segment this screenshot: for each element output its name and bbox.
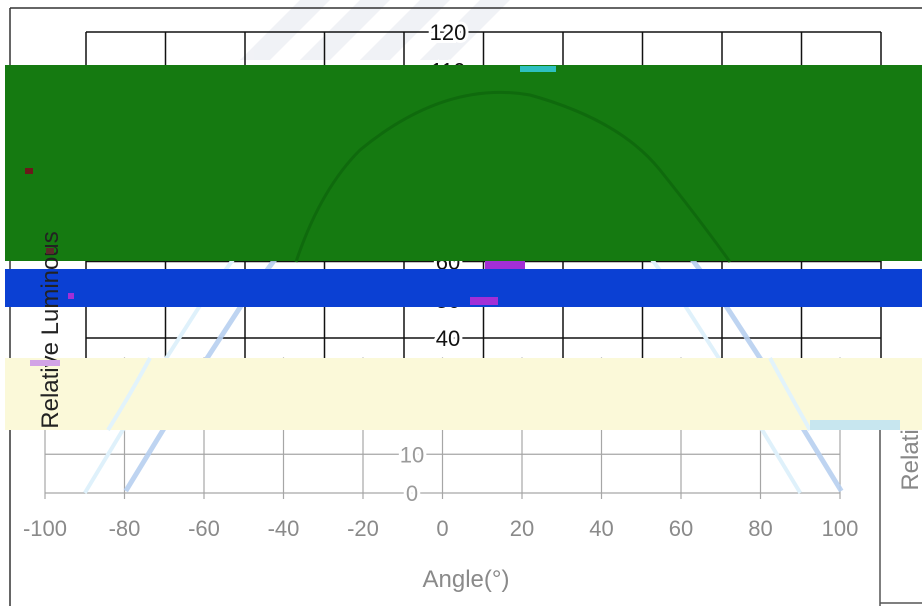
artifacts — [25, 66, 900, 430]
x-tick-label: 20 — [510, 516, 534, 541]
lower-y-tick-label: 10 — [400, 442, 424, 467]
x-tick-labels: -100 -80 -60 -40 -20 0 20 40 60 80 100 — [23, 516, 858, 541]
x-tick-label: -80 — [109, 516, 141, 541]
x-tick-label: 60 — [669, 516, 693, 541]
overlay-blue-band — [5, 269, 922, 307]
background-stripes — [240, 0, 510, 60]
x-axis-label: Angle(°) — [423, 566, 510, 593]
upper-y-tick-label: 40 — [436, 326, 460, 351]
x-tick-label: 0 — [436, 516, 448, 541]
upper-y-tick-label: 120 — [430, 20, 467, 45]
y-axis-label-right-clipped: Relati — [897, 429, 922, 490]
overlay-green-block — [5, 65, 922, 261]
curve-glimpse-on-pale — [106, 357, 152, 432]
x-tick-label: 40 — [589, 516, 613, 541]
x-tick-label: -100 — [23, 516, 67, 541]
overlay-green-top-left — [5, 75, 425, 85]
x-tick-label: -60 — [188, 516, 220, 541]
x-tick-label: 80 — [748, 516, 772, 541]
x-tick-label: -20 — [347, 516, 379, 541]
curve-shadow-on-green — [294, 90, 732, 263]
x-tick-label: -40 — [268, 516, 300, 541]
overlay-pale-band — [5, 358, 922, 430]
curve-glimpse-on-pale-right — [768, 357, 812, 431]
lower-y-tick-label: 0 — [406, 481, 418, 506]
y-axis-label: Relative Luminous — [37, 231, 64, 428]
x-tick-label: 100 — [822, 516, 859, 541]
